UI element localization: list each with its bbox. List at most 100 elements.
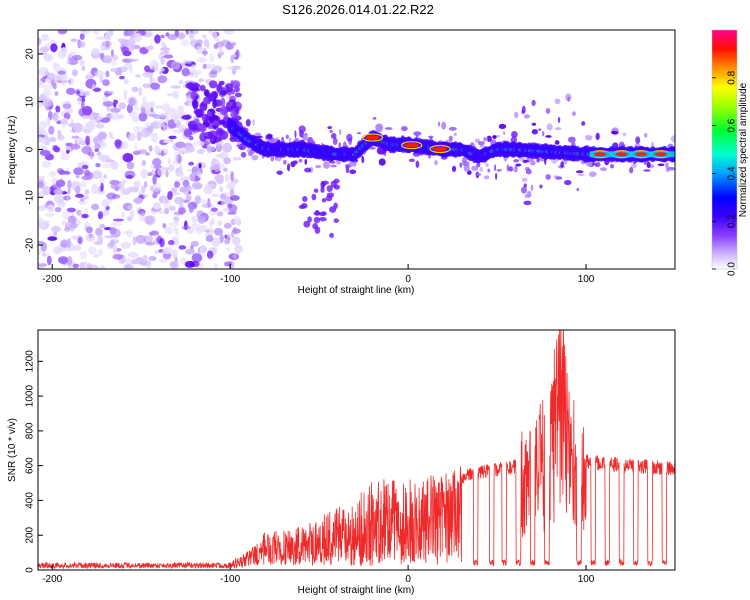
spectrogram-cell xyxy=(384,153,387,157)
spectrogram-cell xyxy=(201,113,210,123)
spectrogram-cell xyxy=(193,118,200,125)
spectrogram-cell xyxy=(581,121,586,126)
spectrogram-cell xyxy=(135,126,144,130)
spectrogram-cell xyxy=(59,153,70,161)
spectrogram-cell xyxy=(81,146,92,155)
spectrogram-cell xyxy=(330,133,337,140)
x-tick-label: -200 xyxy=(42,274,62,285)
spectrogram-cell xyxy=(192,99,199,110)
spectrogram-cell xyxy=(235,49,240,59)
spectrogram-cell xyxy=(76,90,81,95)
spectrogram-cell xyxy=(165,32,170,37)
spectrogram-cell xyxy=(213,43,219,50)
spectrogram-cell xyxy=(144,32,152,38)
spectrogram-cell xyxy=(145,241,155,246)
spectrogram-cell xyxy=(96,151,102,156)
spectrogram-cell xyxy=(165,226,174,235)
colorbar-label: Normalized spectral amplitude xyxy=(738,82,749,217)
spectrogram-cell xyxy=(110,136,115,140)
spectrogram-cell xyxy=(42,84,53,90)
spectrogram-cell xyxy=(234,92,242,98)
spectrogram-cell xyxy=(167,239,175,246)
snr-panel: -200 -100 0 100 0 200 400 600 800 1000 1200 Heigh… xyxy=(7,329,676,596)
spectrogram-cell xyxy=(140,168,149,179)
spectrogram-cell xyxy=(169,260,180,269)
spectrogram-cell xyxy=(227,101,233,108)
spectrogram-cell xyxy=(270,154,275,162)
spectrogram-cell xyxy=(565,93,572,102)
spectrogram-cell xyxy=(125,174,134,179)
spectrogram-cell xyxy=(160,55,165,65)
spectrogram-cell xyxy=(205,234,214,243)
spectrogram-cell xyxy=(40,242,47,252)
spectrogram-cell xyxy=(236,144,244,147)
spectrogram-cell xyxy=(118,75,125,80)
spectrogram-cell xyxy=(232,253,237,260)
spectrogram-cell xyxy=(413,131,422,136)
spectrogram-cell xyxy=(82,105,93,116)
spectrogram-cell xyxy=(196,56,207,63)
spectrogram-cell xyxy=(67,53,73,63)
spectrogram-cell xyxy=(226,66,236,70)
spectrogram-cell xyxy=(281,137,285,142)
spectrogram-cell xyxy=(506,164,510,172)
spectrogram-cell xyxy=(177,207,187,215)
spectrogram-cell xyxy=(102,79,110,87)
spectrogram-cell xyxy=(132,150,141,156)
spectrogram-cell xyxy=(471,165,479,171)
spectrogram-cell xyxy=(150,82,161,90)
spectrogram-cell xyxy=(94,70,105,78)
spectrogram-cell xyxy=(173,196,185,205)
spectrogram-cell xyxy=(110,111,118,121)
spectrogram-cell xyxy=(142,95,147,103)
spectrogram-cell xyxy=(372,117,377,120)
spectrogram-cell xyxy=(159,237,165,248)
spectrogram-cell xyxy=(62,170,71,175)
spectrogram-cell xyxy=(189,172,196,182)
spectrogram-cell xyxy=(196,109,205,116)
spectrogram-cell xyxy=(129,186,139,193)
spectrogram-cell xyxy=(129,64,133,74)
spectrogram-cell xyxy=(554,98,561,105)
snr-series-line xyxy=(38,330,675,570)
spectrogram-cell xyxy=(304,167,312,173)
spectrogram-cell xyxy=(138,86,143,97)
spectrogram-cell xyxy=(93,240,103,246)
spectrogram-cell xyxy=(523,200,532,206)
y-tick-label: 10 xyxy=(25,96,36,108)
spectrogram-cell xyxy=(132,116,140,123)
spectrogram-cell xyxy=(483,136,487,142)
spectrogram-cell xyxy=(629,166,634,174)
spectrogram-cell xyxy=(225,83,234,93)
spectrogram-cell xyxy=(60,239,69,248)
spectrogram-cell xyxy=(311,193,317,201)
spectrogram-cell xyxy=(185,194,192,202)
spectrogram-cell xyxy=(181,115,191,120)
spectrogram-cell xyxy=(104,31,112,42)
spectrogram-cell xyxy=(496,169,502,172)
spectrogram-cell xyxy=(167,157,172,165)
spectrogram-hotspot xyxy=(615,152,628,157)
spectrogram-cell xyxy=(67,179,72,190)
spectrogram-cell xyxy=(145,215,156,225)
spectrogram-cell xyxy=(152,202,161,210)
spectrogram-cell xyxy=(106,40,110,49)
spectrogram-cell xyxy=(542,130,545,137)
x-tick-label: 100 xyxy=(578,274,595,285)
spectrogram-cell xyxy=(77,41,86,48)
spectrogram-cell xyxy=(38,175,46,180)
spectrogram-cell xyxy=(134,32,142,43)
spectrogram-cell xyxy=(127,205,133,210)
spectrogram-cell xyxy=(148,145,153,152)
spectrogram-cell xyxy=(195,46,204,55)
spectrogram-cell xyxy=(91,84,96,90)
spectrogram-cell xyxy=(520,186,527,194)
spectrogram-cell xyxy=(168,135,177,140)
spectrogram-cell xyxy=(206,146,216,152)
colorbar-tick-label: 0.8 xyxy=(727,70,738,84)
spectrogram-cell xyxy=(214,174,224,183)
spectrogram-cell xyxy=(332,137,338,146)
spectrogram-cell xyxy=(208,117,215,124)
spectrogram-cell xyxy=(53,194,64,204)
